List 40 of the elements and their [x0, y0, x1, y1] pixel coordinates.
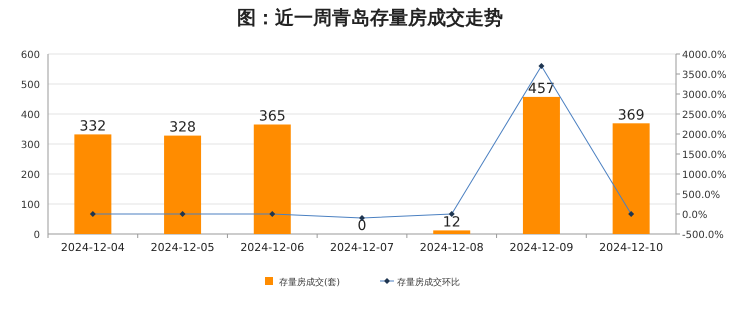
legend-label: 存量房成交环比 — [397, 277, 460, 288]
y-tick-label: 600 — [20, 50, 40, 61]
y-tick-label: 200 — [20, 170, 40, 181]
y2-tick-label: 2000.0% — [682, 130, 726, 141]
x-tick-label: 2024-12-04 — [60, 241, 125, 254]
x-tick-label: 2024-12-09 — [509, 241, 574, 254]
y2-tick-label: 1500.0% — [682, 150, 726, 161]
data-label: 328 — [169, 120, 196, 136]
chart-title: 图：近一周青岛存量房成交走势 — [237, 7, 503, 29]
data-label: 0 — [358, 218, 366, 234]
data-label: 365 — [258, 108, 286, 124]
y2-tick-label: 3500.0% — [682, 70, 726, 81]
bar — [74, 134, 112, 234]
y2-tick-label: 2500.0% — [682, 110, 726, 121]
bar — [164, 136, 202, 234]
bar — [522, 96, 560, 234]
bar — [254, 124, 291, 234]
data-label: 12 — [442, 214, 461, 230]
y2-tick-label: 0.0% — [682, 210, 708, 221]
x-tick-label: 2024-12-06 — [240, 241, 304, 254]
y2-tick-label: 4000.0% — [682, 50, 726, 61]
data-label: 332 — [79, 118, 106, 134]
x-tick-label: 2024-12-07 — [330, 241, 394, 254]
y-tick-label: 0 — [34, 230, 40, 241]
bar — [433, 230, 470, 234]
data-label: 457 — [528, 80, 555, 97]
x-tick-label: 2024-12-08 — [420, 241, 484, 254]
y2-tick-label: 3000.0% — [682, 90, 726, 101]
data-label: 369 — [618, 107, 645, 124]
x-tick-label: 2024-12-05 — [150, 241, 215, 254]
y-tick-label: 500 — [20, 80, 40, 91]
bar — [612, 123, 650, 234]
y2-tick-label: 1000.0% — [682, 170, 726, 181]
x-tick-label: 2024-12-10 — [599, 241, 664, 254]
y2-tick-label: 500.0% — [682, 190, 720, 201]
y-tick-label: 400 — [20, 110, 40, 121]
y2-tick-label: -500.0% — [682, 230, 724, 241]
y-tick-label: 100 — [20, 200, 40, 211]
y-tick-label: 300 — [20, 140, 40, 151]
legend-label: 存量房成交(套) — [279, 277, 340, 288]
